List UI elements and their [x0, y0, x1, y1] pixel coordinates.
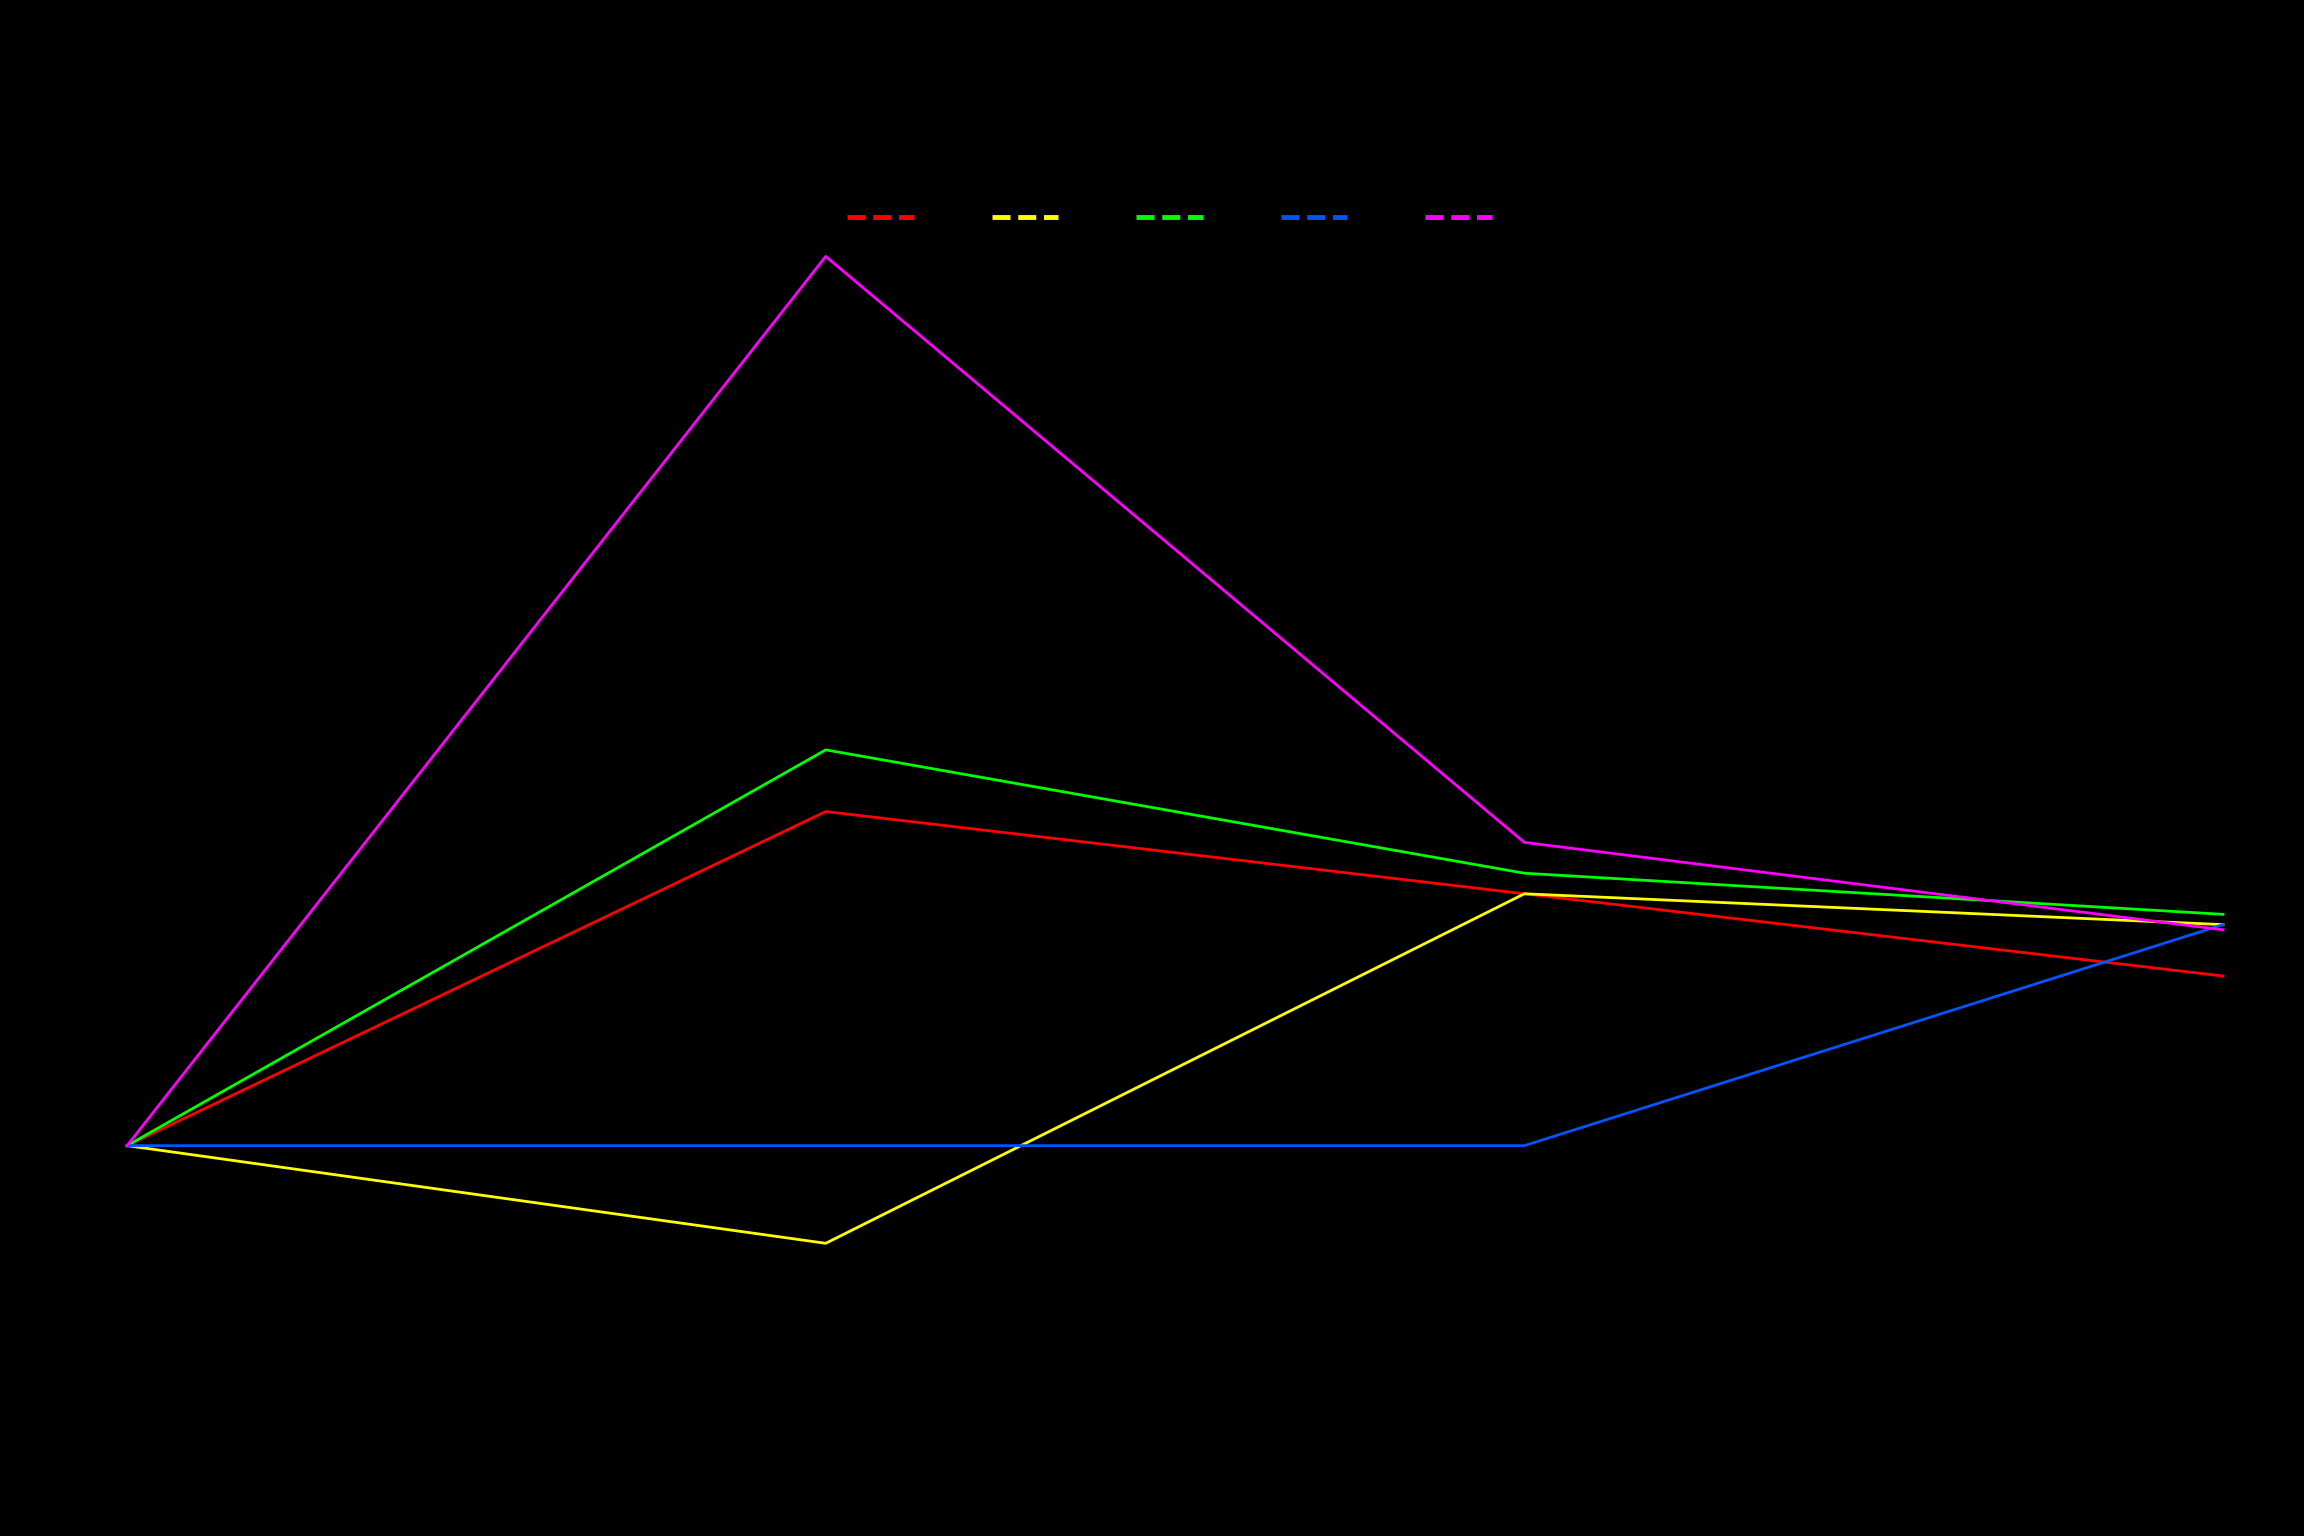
Legend: , , , , : , , , ,	[836, 197, 1514, 240]
